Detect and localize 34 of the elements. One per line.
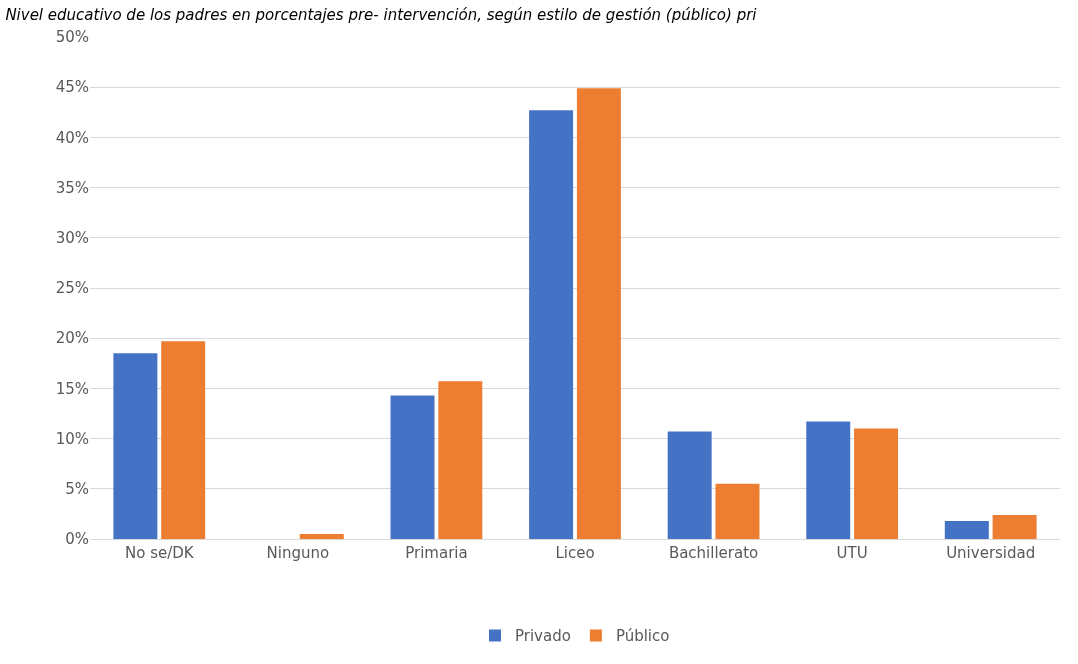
- bar: [576, 88, 621, 539]
- x-tick-label: No se/DK: [124, 544, 195, 562]
- x-tick-label: Universidad: [946, 544, 1036, 562]
- x-tick-label: Ninguno: [266, 544, 330, 562]
- bar: [299, 533, 344, 539]
- x-tick-label: Bachillerato: [668, 544, 759, 562]
- bar: [992, 514, 1037, 539]
- bar: [667, 431, 712, 539]
- y-tick-label: 45%: [55, 78, 89, 97]
- x-tick-label: Primaria: [405, 544, 468, 562]
- legend-label: Privado: [515, 627, 571, 646]
- bar: [438, 381, 483, 539]
- y-tick-label: 10%: [55, 429, 89, 448]
- y-tick-label: 5%: [65, 480, 89, 499]
- bar: [529, 110, 574, 539]
- x-tick-label: UTU: [836, 544, 868, 562]
- y-tick-label: 40%: [55, 128, 89, 147]
- y-tick-label: 30%: [55, 229, 89, 248]
- bar: [854, 428, 899, 539]
- y-tick-label: 0%: [65, 530, 89, 549]
- y-tick-label: 15%: [55, 379, 89, 398]
- bar: [161, 341, 206, 539]
- y-tick-label: 35%: [55, 178, 89, 197]
- bar: [944, 520, 989, 539]
- y-tick-label: 25%: [55, 279, 89, 298]
- x-tick-label: Liceo: [555, 544, 595, 562]
- chart-title: Nivel educativo de los padres en porcentajes pre- intervención, según estilo de gestión (público) pri: [5, 6, 758, 25]
- bar: [806, 421, 851, 539]
- y-tick-label: 20%: [55, 329, 89, 348]
- bar: [390, 395, 435, 539]
- bar: [715, 483, 760, 539]
- bar: [113, 353, 158, 539]
- legend-label: Público: [615, 627, 670, 646]
- y-tick-label: 50%: [55, 28, 89, 47]
